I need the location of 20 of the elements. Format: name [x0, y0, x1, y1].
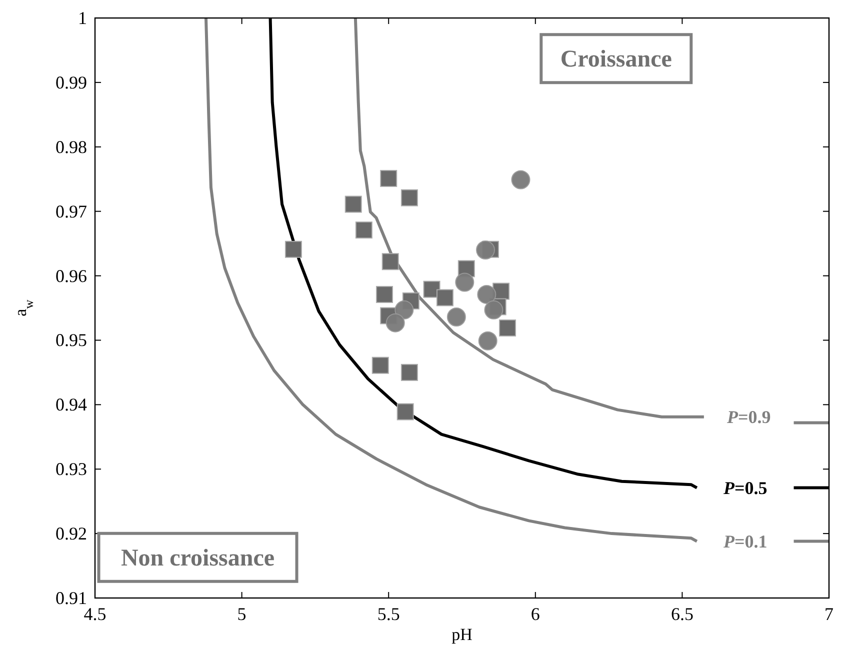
annotation: Non croissance: [120, 545, 275, 572]
y-tick-label: 0.99: [56, 72, 87, 92]
series-label: P=0.1: [722, 531, 768, 552]
x-tick-label: 5.5: [377, 604, 400, 624]
series-label: P=0.5: [722, 478, 768, 498]
x-axis-title: pH: [452, 625, 472, 644]
y-tick-label: 0.97: [56, 201, 87, 222]
y-tick-label: 1: [78, 8, 87, 28]
x-tick-label: 7: [824, 604, 834, 624]
y-tick-label: 0.96: [56, 266, 87, 286]
annotation: Croissance: [560, 46, 672, 73]
x-tick-label: 5: [237, 604, 246, 624]
y-tick-label: 0.98: [56, 136, 87, 157]
x-tick-label: 6: [530, 604, 540, 624]
y-tick-label: 0.93: [56, 459, 87, 480]
y-tick-label: 0.95: [56, 330, 87, 350]
y-tick-label: 0.92: [56, 524, 87, 544]
series-label: P=0.9: [726, 406, 771, 427]
y-tick-label: 0.94: [56, 394, 87, 415]
x-tick-label: 6.5: [670, 604, 694, 624]
